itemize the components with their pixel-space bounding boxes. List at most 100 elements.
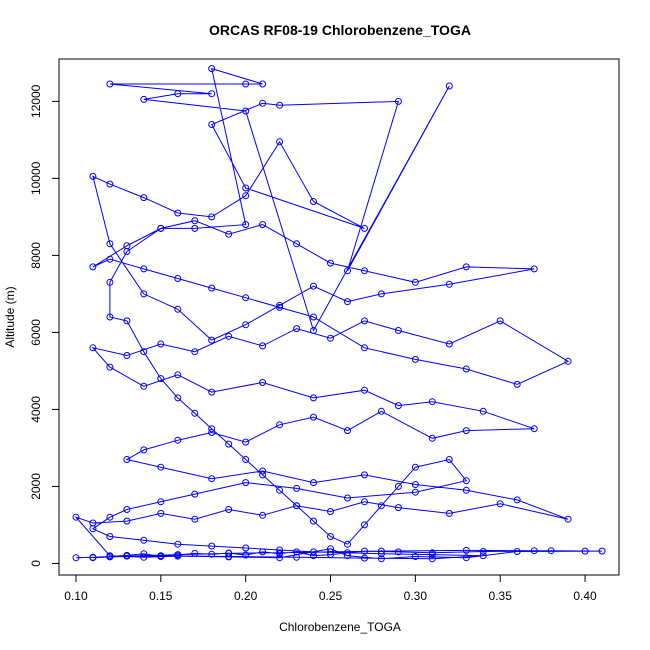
y-tick-label: 8000 xyxy=(29,242,43,269)
data-point xyxy=(123,352,131,359)
data-point xyxy=(242,107,250,115)
y-axis-label: Altitude (m) xyxy=(3,286,17,347)
y-tick-label: 6000 xyxy=(29,319,43,346)
data-point xyxy=(242,551,250,559)
data-point xyxy=(225,506,233,513)
data-point xyxy=(106,180,114,188)
data-point xyxy=(174,371,182,379)
data-point xyxy=(276,138,284,146)
data-point xyxy=(89,525,97,533)
data-point xyxy=(310,198,317,205)
data-point xyxy=(191,409,199,417)
data-point xyxy=(327,334,334,342)
data-point xyxy=(106,313,114,321)
data-point xyxy=(293,553,301,561)
data-point xyxy=(140,348,148,356)
data-point xyxy=(479,407,487,415)
data-point xyxy=(394,548,402,556)
data-point xyxy=(242,294,250,302)
data-point xyxy=(89,344,97,352)
data-point xyxy=(344,540,351,548)
data-point xyxy=(242,544,250,552)
data-point xyxy=(242,192,250,200)
data-point xyxy=(377,407,385,415)
x-axis-label: Chlorobenzene_TOGA xyxy=(279,620,401,634)
data-point xyxy=(191,224,199,232)
data-point xyxy=(310,327,317,334)
data-point xyxy=(411,355,419,363)
data-point xyxy=(513,548,521,555)
data-point xyxy=(191,217,199,225)
data-point xyxy=(344,298,351,306)
data-point xyxy=(140,95,148,103)
data-point xyxy=(89,263,97,271)
data-point xyxy=(242,438,250,446)
data-point xyxy=(191,348,199,356)
data-point xyxy=(157,552,165,560)
data-point xyxy=(327,259,334,267)
data-point xyxy=(157,340,165,348)
data-point xyxy=(140,290,148,298)
data-point xyxy=(310,548,317,556)
data-point xyxy=(293,240,301,248)
data-point xyxy=(445,82,453,90)
data-point xyxy=(479,548,487,555)
data-point xyxy=(174,394,182,402)
data-point xyxy=(428,398,436,406)
data-point xyxy=(310,282,317,290)
data-point xyxy=(157,498,165,506)
data-point xyxy=(564,357,572,365)
y-tick-label: 4000 xyxy=(29,396,43,423)
data-point xyxy=(208,475,216,483)
data-point xyxy=(530,425,538,433)
data-point xyxy=(157,463,165,471)
data-point xyxy=(310,479,317,487)
data-point xyxy=(106,533,114,540)
data-point xyxy=(462,554,470,562)
data-point xyxy=(259,379,267,386)
data-point xyxy=(513,380,521,388)
data-point xyxy=(276,554,284,562)
data-point xyxy=(259,99,267,107)
data-point xyxy=(208,542,216,550)
data-point xyxy=(411,463,419,471)
data-point xyxy=(157,224,165,232)
data-point xyxy=(293,484,301,492)
data-point xyxy=(174,275,182,282)
data-point xyxy=(191,549,199,557)
data-point xyxy=(72,554,80,562)
data-point xyxy=(174,551,182,559)
data-point xyxy=(377,290,385,298)
data-point xyxy=(411,488,419,496)
data-point xyxy=(259,221,267,229)
data-point xyxy=(394,402,402,410)
x-tick-label: 0.20 xyxy=(234,589,258,603)
data-point xyxy=(140,194,148,202)
data-point xyxy=(327,533,334,540)
x-tick-label: 0.40 xyxy=(573,589,597,603)
data-point xyxy=(293,548,301,556)
data-point xyxy=(208,90,216,98)
data-point xyxy=(445,456,453,463)
data-point xyxy=(276,546,284,554)
data-point xyxy=(259,342,267,350)
data-point xyxy=(174,540,182,548)
data-point xyxy=(462,365,470,373)
data-point xyxy=(310,313,317,321)
data-point xyxy=(361,267,368,275)
data-point xyxy=(513,496,521,504)
data-point xyxy=(123,552,131,560)
x-tick-label: 0.25 xyxy=(319,589,343,603)
data-point xyxy=(411,481,419,488)
data-point xyxy=(293,325,301,333)
data-point xyxy=(276,301,284,309)
data-point xyxy=(344,494,351,502)
data-point xyxy=(293,502,301,510)
data-point xyxy=(123,456,131,463)
data-point xyxy=(361,554,368,562)
data-point xyxy=(106,240,114,248)
data-point xyxy=(327,508,334,515)
series-line xyxy=(74,67,603,560)
data-point xyxy=(242,184,250,192)
data-point xyxy=(123,248,131,255)
